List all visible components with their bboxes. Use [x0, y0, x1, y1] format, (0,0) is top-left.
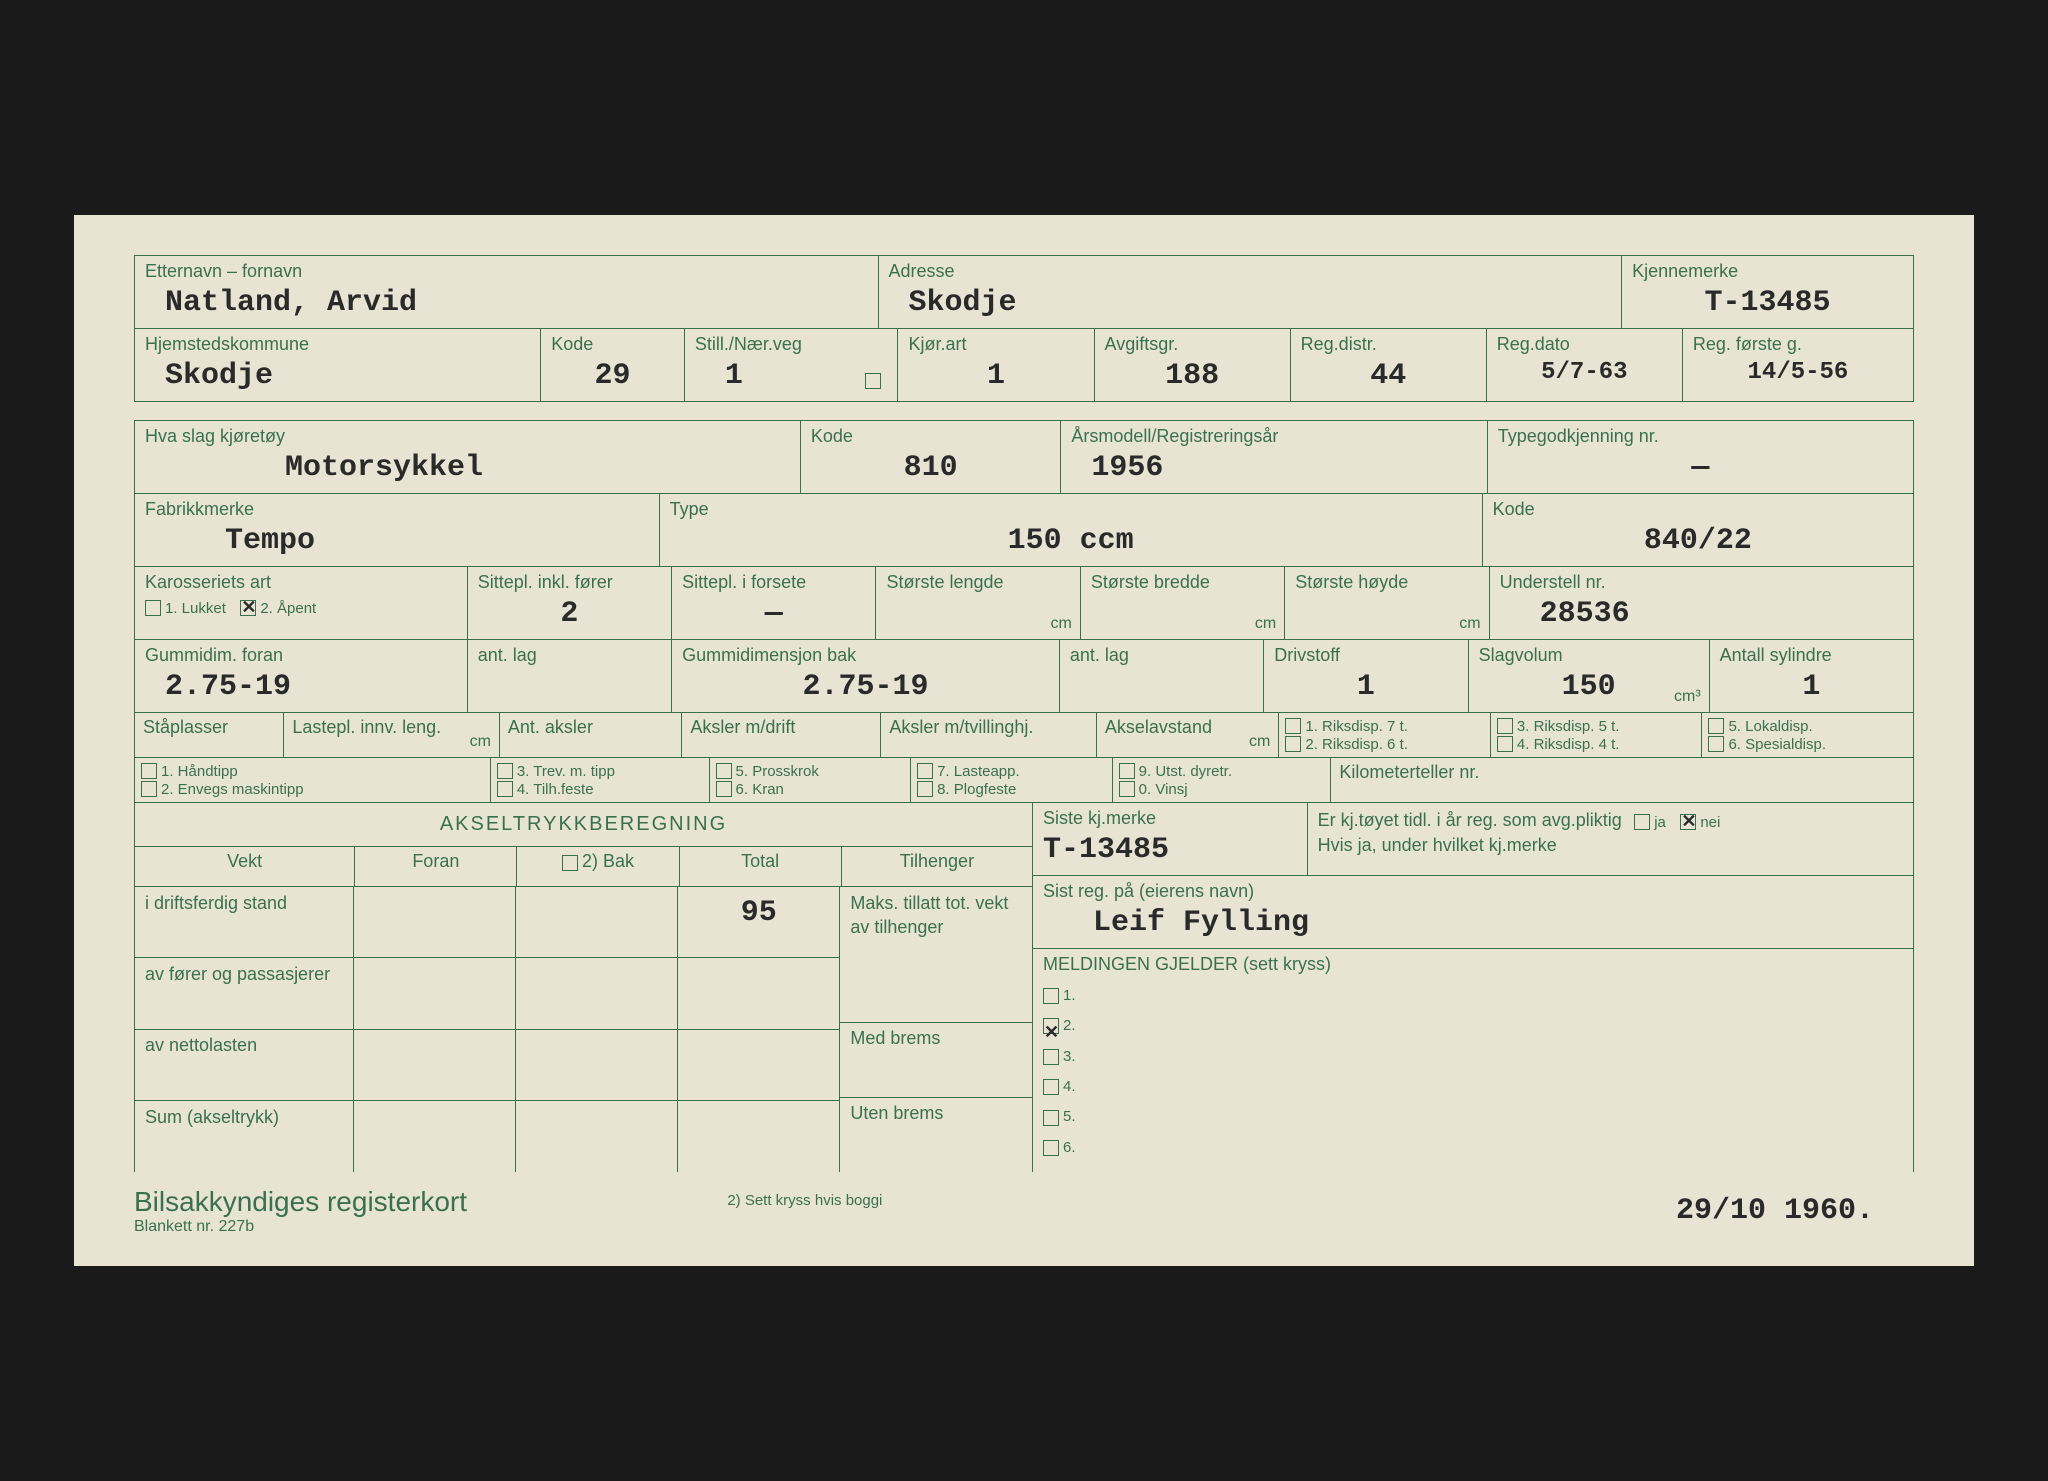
municipality-cell: Hjemstedskommune Skodje	[134, 329, 541, 402]
axle-r1-label: i driftsferdig stand	[134, 887, 354, 958]
m2-checkbox[interactable]	[1043, 1018, 1059, 1034]
utenbrems-cell: Uten brems	[840, 1098, 1033, 1172]
erkj-cell: Er kj.tøyet tidl. i år reg. som avg.plik…	[1308, 803, 1914, 876]
bak-header: 2) Bak	[517, 847, 679, 887]
right-block: Siste kj.merke T-13485 Er kj.tøyet tidl.…	[1033, 803, 1914, 1171]
plate-cell: Kjennemerke T-13485	[1622, 255, 1914, 329]
axle-r1-total: 95	[678, 887, 840, 958]
equip-d-cell: 7. Lasteapp. 8. Plogfeste	[911, 758, 1113, 803]
type-kode-cell: Kode 840/22	[1483, 494, 1914, 567]
surname-value: Natland, Arvid	[145, 282, 868, 320]
address-label: Adresse	[889, 261, 1612, 282]
karosseri-cell: Karosseriets art 1. Lukket 2. Åpent	[134, 567, 468, 640]
antlag2-cell: ant. lag	[1060, 640, 1264, 713]
forsete-cell: Sittepl. i forsete —	[672, 567, 876, 640]
municipality-row: Hjemstedskommune Skodje Kode 29 Still./N…	[134, 329, 1914, 402]
axle-r2-label: av fører og passasjerer	[134, 958, 354, 1029]
equip-e-cell: 9. Utst. dyretr. 0. Vinsj	[1113, 758, 1332, 803]
equip-b-cell: 3. Trev. m. tipp 4. Tilh.feste	[491, 758, 710, 803]
foran-header: Foran	[355, 847, 517, 887]
manufacturer-row: Fabrikkmerke Tempo Type 150 ccm Kode 840…	[134, 494, 1914, 567]
vehicle-type-cell: Hva slag kjøretøy Motorsykkel	[134, 420, 801, 494]
hoyde-cell: Største høyde cm	[1285, 567, 1489, 640]
registration-card: Etternavn – fornavn Natland, Arvid Adres…	[74, 215, 1974, 1265]
equipment-row: 1. Håndtipp 2. Envegs maskintipp 3. Trev…	[134, 758, 1914, 803]
address-cell: Adresse Skodje	[879, 255, 1623, 329]
footer-blankett: Blankett nr. 227b	[134, 1218, 727, 1236]
typegodk-cell: Typegodkjenning nr. —	[1488, 420, 1914, 494]
lengde-cell: Største lengde cm	[876, 567, 1080, 640]
akslertvilling-cell: Aksler m/tvillinghj.	[881, 713, 1097, 758]
regforste-cell: Reg. første g. 14/5-56	[1683, 329, 1914, 402]
address-value: Skodje	[889, 282, 1612, 320]
equip-c-cell: 5. Prosskrok 6. Kran	[710, 758, 912, 803]
plate-label: Kjennemerke	[1632, 261, 1903, 282]
sistreg-cell: Sist reg. på (eierens navn) Leif Fylling	[1033, 876, 1914, 949]
footer-note: 2) Sett kryss hvis boggi	[727, 1192, 882, 1209]
surname-label: Etternavn – fornavn	[145, 261, 868, 282]
lower-block: AKSELTRYKKBEREGNING Vekt Foran 2) Bak To…	[134, 803, 1914, 1171]
m5-checkbox[interactable]	[1043, 1110, 1059, 1126]
maks-cell: Maks. tillatt tot. vekt av tilhenger	[840, 887, 1033, 1023]
equip-a-cell: 1. Håndtipp 2. Envegs maskintipp	[134, 758, 491, 803]
vekt-header: Vekt	[134, 847, 355, 887]
m3-checkbox[interactable]	[1043, 1049, 1059, 1065]
body-row: Karosseriets art 1. Lukket 2. Åpent Sitt…	[134, 567, 1914, 640]
staplasser-cell: Ståplasser	[134, 713, 284, 758]
akslerdrift-cell: Aksler m/drift	[682, 713, 881, 758]
axle-r3-label: av nettolasten	[134, 1030, 354, 1101]
slagvolum-cell: Slagvolum 150 cm³	[1469, 640, 1710, 713]
still-checkbox[interactable]	[865, 373, 881, 389]
riksdisp-c-cell: 5. Lokaldisp. 6. Spesialdisp.	[1702, 713, 1914, 758]
still-cell: Still./Nær.veg 1	[685, 329, 899, 402]
fabrikk-cell: Fabrikkmerke Tempo	[134, 494, 660, 567]
sylindre-cell: Antall sylindre 1	[1710, 640, 1914, 713]
gummib-cell: Gummidimensjon bak 2.75-19	[672, 640, 1060, 713]
nei-checkbox[interactable]	[1680, 814, 1696, 830]
ja-checkbox[interactable]	[1634, 814, 1650, 830]
antlag1-cell: ant. lag	[468, 640, 672, 713]
gummif-cell: Gummidim. foran 2.75-19	[134, 640, 468, 713]
footer-title: Bilsakkyndiges registerkort	[134, 1178, 727, 1218]
axle-table: AKSELTRYKKBEREGNING Vekt Foran 2) Bak To…	[134, 803, 1033, 1171]
footer-row: Bilsakkyndiges registerkort Blankett nr.…	[134, 1172, 1914, 1236]
tire-row: Gummidim. foran 2.75-19 ant. lag Gummidi…	[134, 640, 1914, 713]
meldingen-cell: MELDINGEN GJELDER (sett kryss) 1. 2. 3. …	[1033, 949, 1914, 1171]
tilhenger-header: Tilhenger	[842, 847, 1033, 887]
km-cell: Kilometerteller nr.	[1331, 758, 1914, 803]
riksdisp-b-cell: 3. Riksdisp. 5 t. 4. Riksdisp. 4 t.	[1491, 713, 1703, 758]
kjorart-cell: Kjør.art 1	[898, 329, 1094, 402]
axle-r4-label: Sum (akseltrykk)	[134, 1101, 354, 1172]
vehicle-kode-cell: Kode 810	[801, 420, 1062, 494]
kode-cell: Kode 29	[541, 329, 685, 402]
drivstoff-cell: Drivstoff 1	[1264, 640, 1468, 713]
axle-title: AKSELTRYKKBEREGNING	[134, 803, 1033, 847]
m1-checkbox[interactable]	[1043, 988, 1059, 1004]
header-row: Etternavn – fornavn Natland, Arvid Adres…	[134, 255, 1914, 329]
understell-cell: Understell nr. 28536	[1490, 567, 1914, 640]
lukket-checkbox[interactable]	[145, 600, 161, 616]
avgiftsgr-cell: Avgiftsgr. 188	[1095, 329, 1291, 402]
bredde-cell: Største bredde cm	[1081, 567, 1285, 640]
axle-disp-row: Ståplasser Lastepl. innv. leng. cm Ant. …	[134, 713, 1914, 758]
regdistr-cell: Reg.distr. 44	[1291, 329, 1487, 402]
date-stamp: 29/10 1960.	[1676, 1194, 1874, 1228]
lastepl-cell: Lastepl. innv. leng. cm	[284, 713, 500, 758]
m4-checkbox[interactable]	[1043, 1079, 1059, 1095]
riksdisp-a-cell: 1. Riksdisp. 7 t. 2. Riksdisp. 6 t.	[1279, 713, 1491, 758]
regdato-cell: Reg.dato 5/7-63	[1487, 329, 1683, 402]
plate-value: T-13485	[1632, 282, 1903, 320]
medbrems-cell: Med brems	[840, 1023, 1033, 1098]
surname-cell: Etternavn – fornavn Natland, Arvid	[134, 255, 879, 329]
aksler-cell: Ant. aksler	[500, 713, 682, 758]
type-cell: Type 150 ccm	[660, 494, 1483, 567]
vehicle-type-row: Hva slag kjøretøy Motorsykkel Kode 810 Å…	[134, 420, 1914, 494]
apent-checkbox[interactable]	[240, 600, 256, 616]
year-cell: Årsmodell/Registreringsår 1956	[1061, 420, 1487, 494]
siste-cell: Siste kj.merke T-13485	[1033, 803, 1308, 876]
total-header: Total	[680, 847, 842, 887]
sittepl-cell: Sittepl. inkl. fører 2	[468, 567, 672, 640]
m6-checkbox[interactable]	[1043, 1140, 1059, 1156]
akselavstand-cell: Akselavstand cm	[1097, 713, 1279, 758]
